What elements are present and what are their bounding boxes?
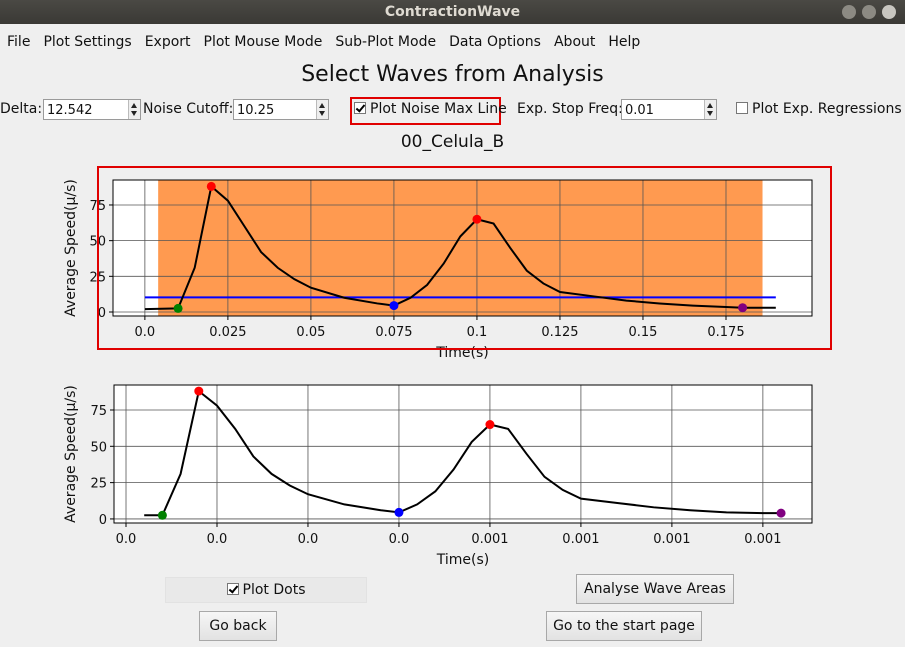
heading: Select Waves from Analysis: [301, 62, 604, 87]
plot-dots-checkbox[interactable]: Plot Dots: [165, 577, 367, 603]
x-tick-label: 0.0: [116, 532, 137, 547]
start-page-button[interactable]: Go to the start page: [546, 611, 702, 641]
window-title: ContractionWave: [384, 4, 521, 20]
maximize-button[interactable]: [862, 5, 876, 19]
exp-stop-freq-label: Exp. Stop Freq:: [517, 101, 623, 117]
y-axis-label: Average Speed(μ/s): [63, 179, 79, 317]
menu-item[interactable]: Help: [608, 34, 641, 50]
exp-regressions-checkbox[interactable]: Plot Exp. Regressions: [736, 101, 902, 117]
x-tick-label: 0.175: [707, 325, 744, 340]
x-tick-label: 0.0: [135, 325, 156, 340]
noise-cutoff-label: Noise Cutoff:: [143, 101, 234, 117]
highlight-box: [350, 97, 501, 125]
x-tick-label: 0.0: [298, 532, 319, 547]
wave-point: [389, 301, 399, 311]
x-tick-label: 0.125: [541, 325, 578, 340]
checkbox-box: [226, 583, 239, 595]
menu-item[interactable]: Sub-Plot Mode: [335, 34, 437, 50]
wave-point: [157, 510, 167, 520]
x-axis-label: Time(s): [436, 552, 489, 568]
highlight-box: [97, 166, 832, 350]
exp-regressions-label: Plot Exp. Regressions: [752, 101, 902, 117]
menu-bar: File Plot Settings Export Plot Mouse Mode Su…: [0, 30, 640, 54]
x-tick-label: 0.001: [562, 532, 599, 547]
minimize-button[interactable]: [842, 5, 856, 19]
x-tick-label: 0.0: [389, 532, 410, 547]
noise-line-label: Plot Noise Max Line: [370, 101, 507, 117]
y-tick-label: 50: [90, 440, 107, 455]
wave-point: [194, 386, 204, 396]
plot-dots-label: Plot Dots: [242, 582, 306, 598]
menu-item[interactable]: Plot Settings: [43, 34, 132, 50]
menu-item[interactable]: Data Options: [449, 34, 541, 50]
go-back-button[interactable]: Go back: [199, 611, 277, 641]
x-tick-label: 0.025: [209, 325, 246, 340]
wave-point: [394, 507, 404, 517]
exp-stop-freq-input[interactable]: 0.01: [621, 99, 717, 120]
wave-point: [485, 420, 495, 430]
x-tick-label: 0.001: [471, 532, 508, 547]
noise-line-checkbox[interactable]: Plot Noise Max Line: [354, 101, 507, 117]
wave-point: [173, 303, 183, 313]
x-tick-label: 0.1: [467, 325, 488, 340]
checkbox-box: [736, 102, 748, 114]
menu-item[interactable]: About: [553, 34, 596, 50]
menu-item[interactable]: Plot Mouse Mode: [203, 34, 323, 50]
title-bar: ContractionWave: [0, 0, 905, 24]
y-tick-label: 0: [99, 513, 107, 528]
y-tick-label: 75: [90, 404, 107, 419]
plot-frame: [112, 179, 813, 317]
x-tick-label: 0.05: [296, 325, 325, 340]
analyse-button[interactable]: Analyse Wave Areas: [576, 574, 734, 604]
delta-input[interactable]: 12.542: [43, 99, 141, 120]
noise-cutoff-input[interactable]: 10.25: [233, 99, 329, 120]
y-tick-label: 25: [90, 477, 107, 492]
exp-stop-freq-value: 0.01: [625, 103, 654, 118]
delta-value: 12.542: [47, 103, 93, 118]
menu-item[interactable]: Export: [144, 34, 191, 50]
x-tick-label: 0.001: [744, 532, 781, 547]
wave-point: [206, 181, 216, 191]
data-line: [144, 389, 782, 517]
wave-point: [738, 303, 748, 313]
noise-cutoff-value: 10.25: [237, 103, 275, 118]
x-tick-label: 0.001: [653, 532, 690, 547]
wave-point: [472, 214, 482, 224]
plot-frame: [113, 384, 813, 524]
subtitle: 00_Celula_B: [400, 132, 505, 152]
y-tick-label: 0: [98, 306, 106, 321]
delta-label: Delta:: [0, 101, 43, 117]
x-tick-label: 0.075: [375, 325, 412, 340]
y-axis-label: Average Speed(μ/s): [63, 385, 79, 523]
x-tick-label: 0.15: [629, 325, 658, 340]
checkbox-box: [354, 102, 366, 114]
data-line: [144, 184, 776, 311]
menu-item[interactable]: File: [7, 34, 31, 50]
x-tick-label: 0.0: [207, 532, 228, 547]
close-button[interactable]: [882, 5, 896, 19]
wave-point: [776, 508, 786, 518]
